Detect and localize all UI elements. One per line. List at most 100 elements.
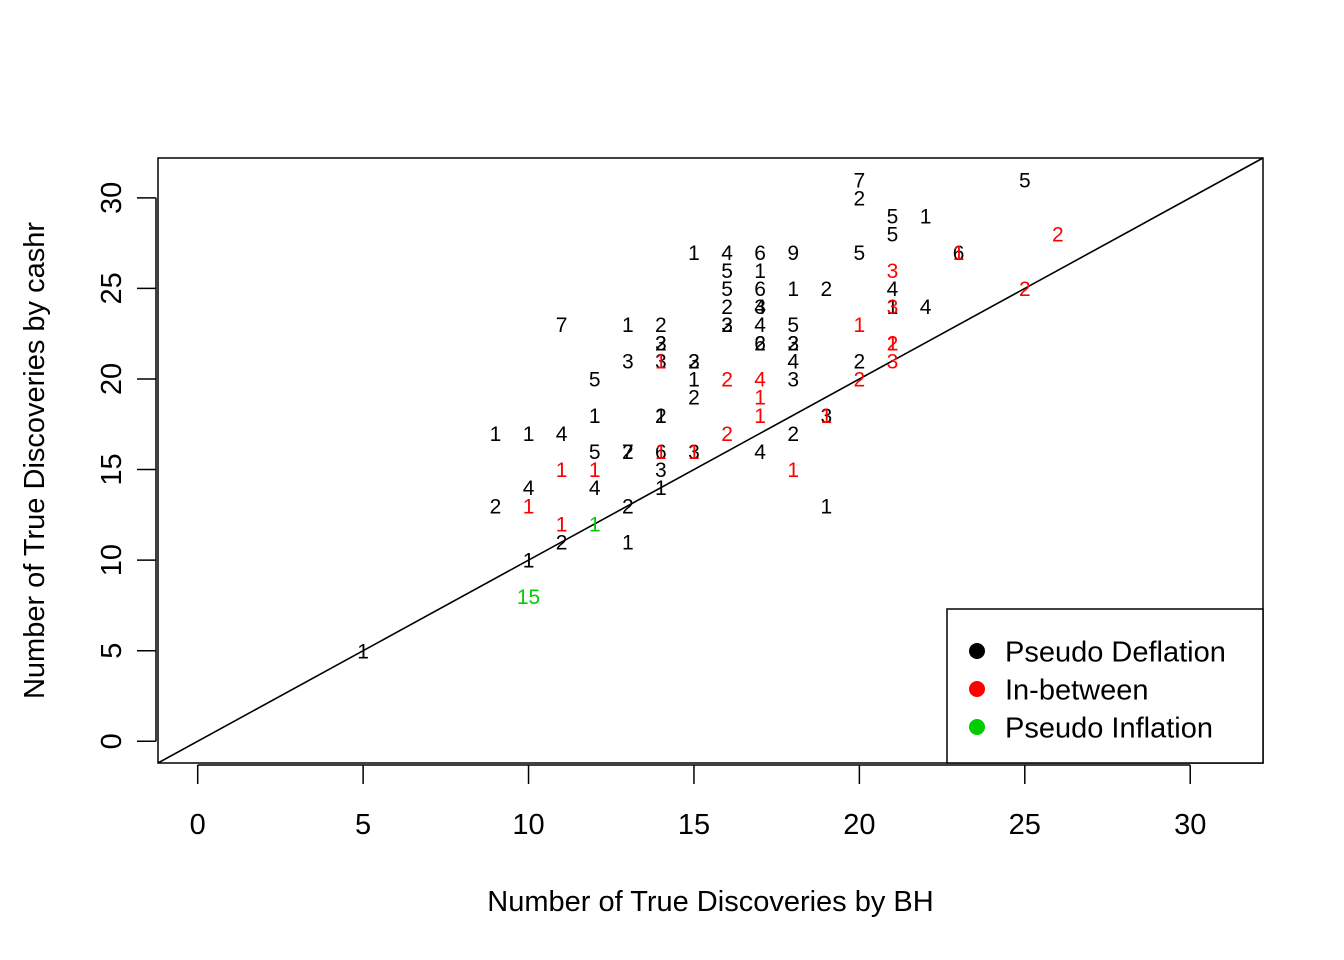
data-point-label: 2 — [721, 296, 733, 319]
data-point-label: 2 — [490, 495, 502, 518]
data-point-label: 5 — [721, 260, 733, 283]
data-point-label: 4 — [920, 296, 932, 319]
data-point-label: 6 — [754, 332, 766, 355]
data-point-label: 3 — [787, 332, 799, 355]
data-point-label: 3 — [754, 296, 766, 319]
x-axis-title: Number of True Discoveries by BH — [487, 886, 933, 918]
data-point-label: 2 — [622, 495, 634, 518]
data-point-label: 2 — [688, 350, 700, 373]
data-point-label: 1 — [920, 206, 932, 229]
data-point-label: 4 — [787, 350, 799, 373]
data-point-label: 9 — [787, 242, 799, 265]
data-point-label: 1 — [787, 459, 799, 482]
y-tick-label: 20 — [96, 363, 128, 395]
legend-marker — [969, 681, 985, 697]
data-point-label: 4 — [556, 423, 568, 446]
legend-entries: Pseudo Deflation In-between Pseudo Inflati… — [969, 636, 1226, 744]
x-tick-label: 10 — [512, 809, 544, 841]
data-point-label: 3 — [887, 296, 899, 319]
data-point-label: 2 — [1019, 278, 1031, 301]
data-point-label: 2 — [688, 387, 700, 410]
identity-reference-line — [157, 157, 1264, 764]
data-point-label: 1 — [589, 405, 601, 428]
x-tick-label: 25 — [1009, 809, 1041, 841]
data-point-label: 2 — [556, 532, 568, 555]
data-point-label: 1 — [688, 369, 700, 392]
data-point-label: 1 — [357, 640, 369, 663]
data-point-label: 3 — [887, 350, 899, 373]
y-tick-label: 5 — [96, 643, 128, 659]
data-point-label: 2 — [622, 441, 634, 464]
data-point-label: 3 — [655, 459, 667, 482]
data-point-label: 4 — [754, 441, 766, 464]
data-point-label: 1 — [854, 314, 866, 337]
plot-frame — [157, 157, 1264, 764]
data-point-label: 1 — [490, 423, 502, 446]
data-point-label: 1 — [523, 495, 535, 518]
data-point-label: 2 — [787, 423, 799, 446]
data-point-label: 5 — [787, 314, 799, 337]
data-point-label: 4 — [589, 477, 601, 500]
data-point-label: 2 — [887, 332, 899, 355]
data-point-label: 3 — [887, 260, 899, 283]
legend-label: Pseudo Deflation — [1005, 636, 1226, 668]
data-point-label: 2 — [820, 278, 832, 301]
data-point-label: 2 — [754, 332, 766, 355]
data-point-label: 5 — [589, 441, 601, 464]
data-point-label: 2 — [655, 332, 667, 355]
data-point-label: 5 — [589, 369, 601, 392]
reference-line-layer — [157, 157, 1264, 764]
data-point-label: 3 — [655, 332, 667, 355]
data-point-label: 1 — [953, 242, 965, 265]
data-point-label: 1 — [820, 495, 832, 518]
data-point-label: 5 — [854, 242, 866, 265]
data-point-label: 3 — [820, 405, 832, 428]
y-tick-label: 25 — [96, 272, 128, 304]
data-point-label: 1 — [655, 477, 667, 500]
data-point-label: 6 — [754, 278, 766, 301]
y-axis: 0 5 10 15 20 25 30 — [96, 182, 157, 749]
data-point-label: 1 — [556, 513, 568, 536]
data-point-label: 6 — [953, 242, 965, 265]
legend-marker — [969, 719, 985, 735]
data-point-label: 7 — [556, 314, 568, 337]
data-point-label: 1 — [523, 423, 535, 446]
data-point-label: 1 — [622, 314, 634, 337]
data-point-label: 2 — [655, 314, 667, 337]
x-tick-label: 0 — [190, 809, 206, 841]
x-tick-label: 15 — [678, 809, 710, 841]
data-point-label: 5 — [887, 224, 899, 247]
data-point-label: 1 — [622, 532, 634, 555]
data-point-label: 3 — [655, 350, 667, 373]
data-point-label: 3 — [688, 441, 700, 464]
data-point-label: 4 — [721, 242, 733, 265]
data-point-label: 15 — [517, 586, 540, 609]
data-point-label: 1 — [556, 459, 568, 482]
data-point-label: 2 — [854, 187, 866, 210]
data-point-label: 1 — [754, 405, 766, 428]
x-tick-label: 20 — [843, 809, 875, 841]
y-tick-label: 0 — [96, 733, 128, 749]
data-point-label: 5 — [1019, 169, 1031, 192]
data-point-label: 2 — [655, 405, 667, 428]
y-axis-title: Number of True Discoveries by cashr — [19, 222, 51, 699]
data-point-label: 1 — [655, 405, 667, 428]
x-tick-label: 30 — [1174, 809, 1206, 841]
data-point-label: 1 — [655, 350, 667, 373]
data-point-label: 3 — [622, 350, 634, 373]
x-axis: 0 5 10 15 20 25 30 — [190, 764, 1206, 841]
data-point-label: 2 — [854, 369, 866, 392]
data-point-label: 2 — [721, 423, 733, 446]
data-point-label: 1 — [887, 296, 899, 319]
data-point-label: 1 — [787, 278, 799, 301]
data-point-label: 3 — [787, 369, 799, 392]
x-tick-label: 5 — [355, 809, 371, 841]
data-point-label: 6 — [655, 441, 667, 464]
data-point-label: 5 — [721, 278, 733, 301]
y-tick-label: 10 — [96, 544, 128, 576]
data-point-label: 1 — [688, 441, 700, 464]
data-points-layer: 1211412474515127231136213322321231232554… — [357, 169, 1063, 663]
data-point-label: 1 — [655, 441, 667, 464]
